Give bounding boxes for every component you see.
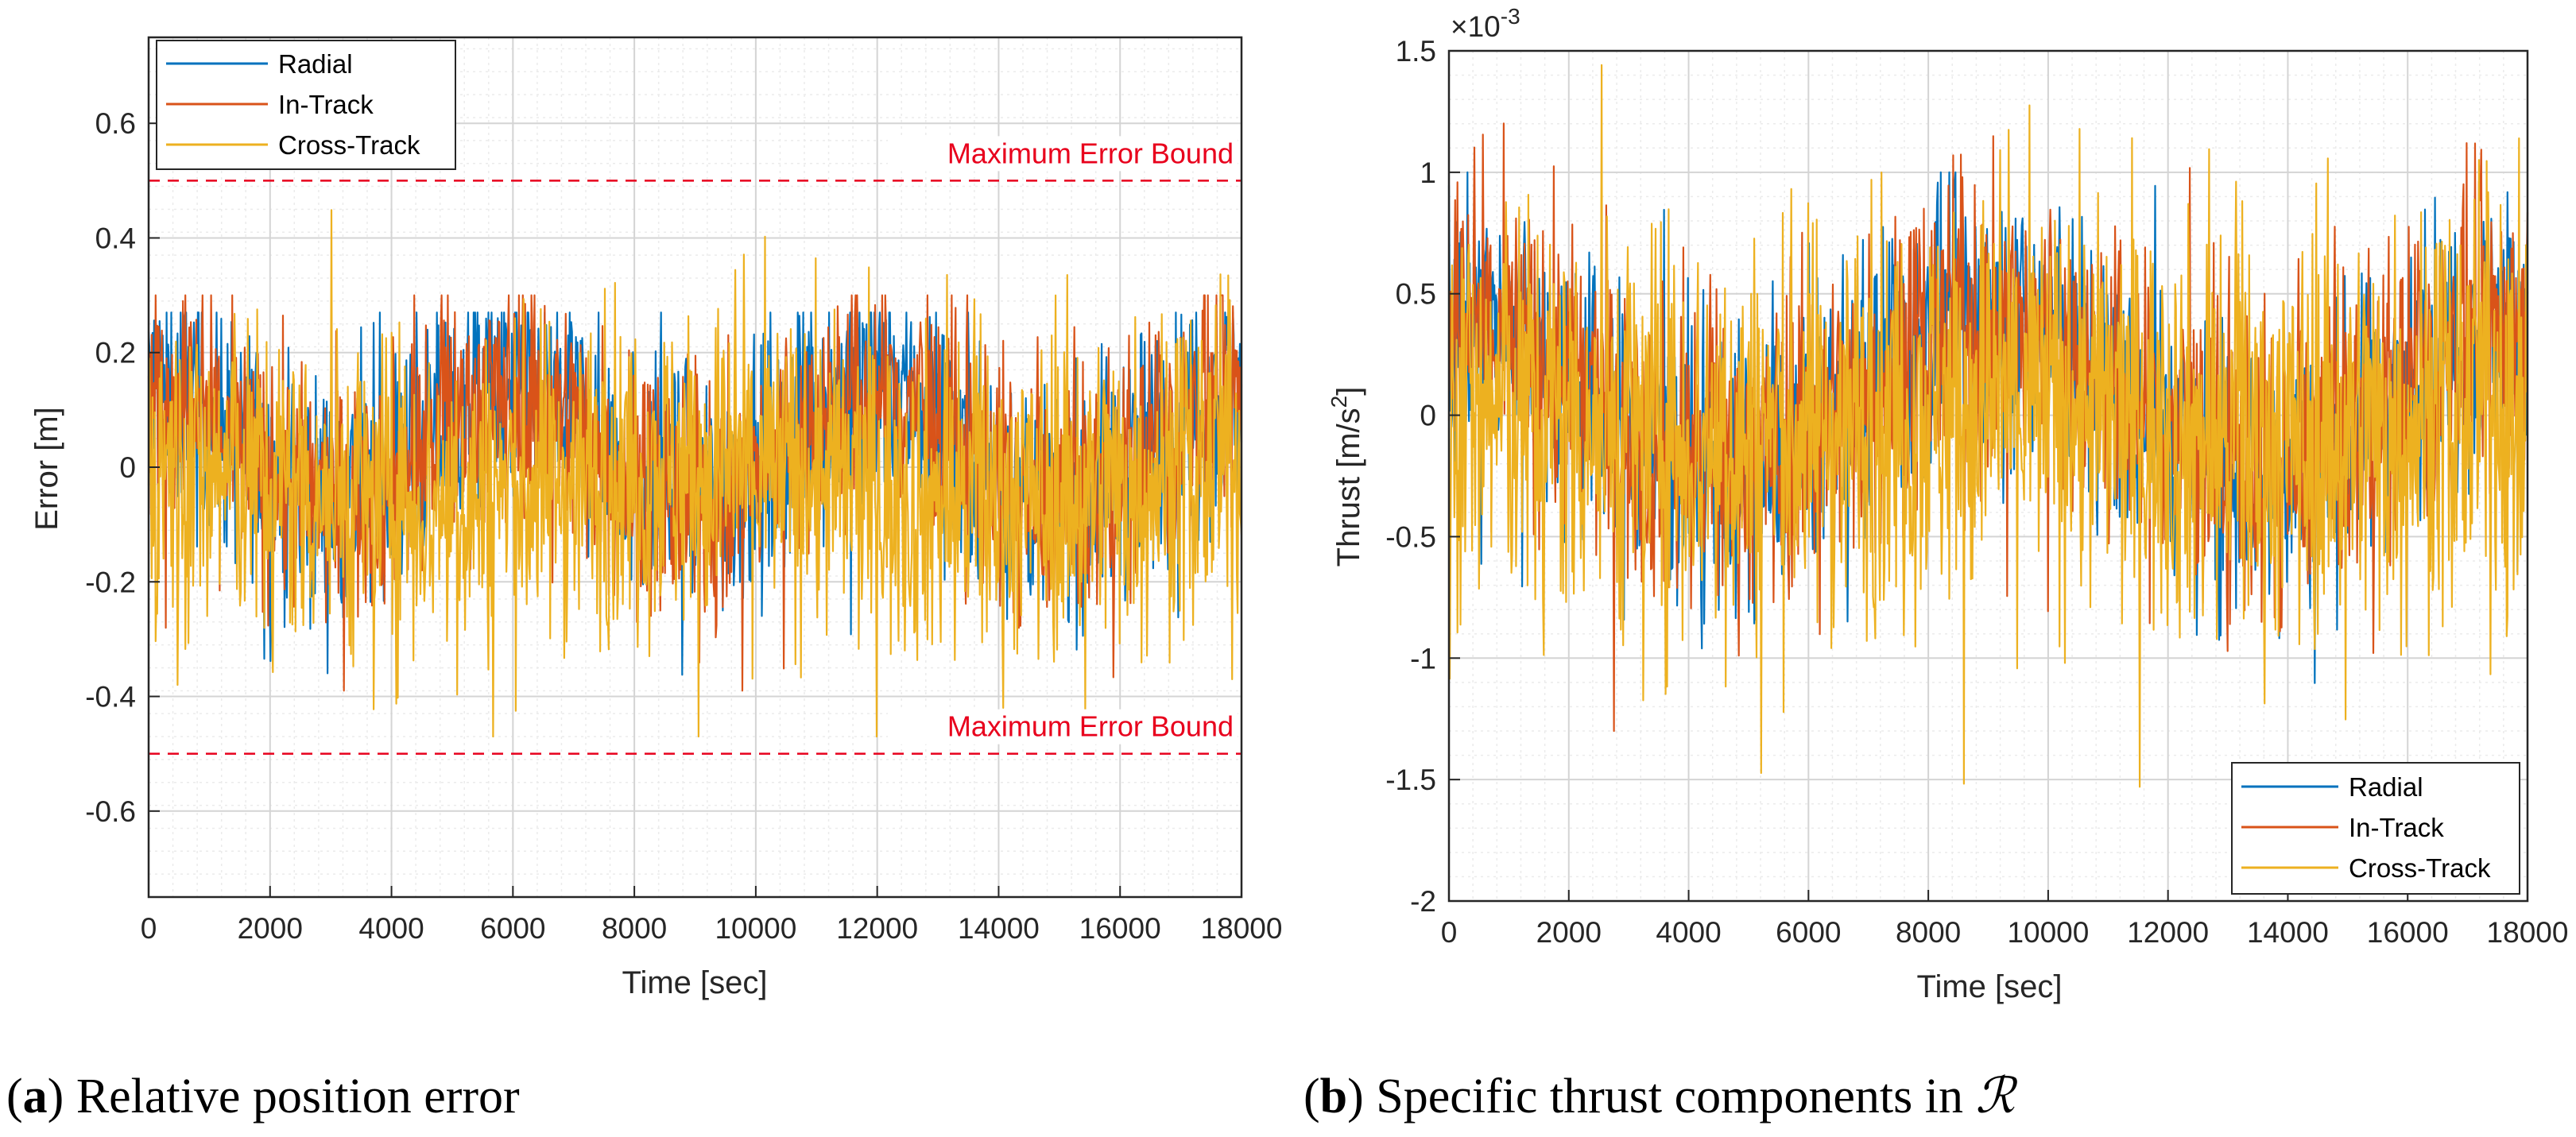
x-tick-label: 6000 xyxy=(1776,916,1841,949)
x-tick-label: 12000 xyxy=(2127,916,2209,949)
panel-a-chart: Maximum Error Bound Maximum Error Bound 0… xyxy=(29,36,1282,1000)
x-tick-label: 16000 xyxy=(2367,916,2449,949)
y-tick-label: 1 xyxy=(1420,157,1436,189)
x-tick-label: 14000 xyxy=(958,912,1040,945)
y-tick-label: -0.4 xyxy=(85,681,136,714)
panel-a-data xyxy=(147,209,1243,738)
max-error-bound-label: Maximum Error Bound xyxy=(947,710,1234,743)
y-tick-label: 0 xyxy=(1420,400,1436,432)
y-tick-label: 0.2 xyxy=(95,337,136,369)
y-tick-label: -1.5 xyxy=(1385,764,1436,796)
x-tick-label: 18000 xyxy=(2487,916,2569,949)
panel-b-axes-box xyxy=(1447,49,2529,903)
x-tick-label: 8000 xyxy=(602,912,667,945)
panel-b-ticks: 0 2000 4000 6000 8000 10000 12000 14000 16000 180… xyxy=(1385,35,2568,949)
y-tick-label: -0.5 xyxy=(1385,520,1436,553)
x-tick-label: 2000 xyxy=(238,912,303,945)
caption-a: (a) Relative position error xyxy=(6,1069,520,1123)
x-tick-label: 0 xyxy=(1441,916,1458,949)
panel-a-ylabel: Error [m] xyxy=(29,407,64,531)
y-tick-label: 0.5 xyxy=(1396,278,1436,311)
legend-a-in-track-label: In-Track xyxy=(278,90,374,119)
x-tick-label: 16000 xyxy=(1079,912,1161,945)
y-tick-label: -1 xyxy=(1410,642,1436,675)
panel-a-ticks: 0 2000 4000 6000 8000 10000 12000 14000 16000 180… xyxy=(85,107,1282,945)
x-tick-label: 10000 xyxy=(715,912,796,945)
y-tick-label: 1.5 xyxy=(1396,35,1436,68)
max-error-bound-label: Maximum Error Bound xyxy=(947,137,1234,169)
x-tick-label: 0 xyxy=(141,912,157,945)
x-tick-label: 2000 xyxy=(1536,916,1602,949)
panel-b-xlabel: Time [sec] xyxy=(1917,969,2063,1004)
legend-a-cross-track-label: Cross-Track xyxy=(278,130,420,160)
y-tick-label: 0.6 xyxy=(95,107,136,140)
x-tick-label: 12000 xyxy=(836,912,918,945)
panel-a-legend: Radial In-Track Cross-Track xyxy=(156,40,456,170)
x-tick-label: 8000 xyxy=(1896,916,1961,949)
y-tick-label: 0.4 xyxy=(95,222,136,254)
panel-a-reference-lines: Maximum Error Bound Maximum Error Bound xyxy=(149,136,1242,755)
y-tick-label: -2 xyxy=(1410,885,1436,918)
x-tick-label: 6000 xyxy=(480,912,545,945)
y-tick-label: 0 xyxy=(119,451,136,484)
y-tick-label: -0.6 xyxy=(85,795,136,828)
legend-a-radial-label: Radial xyxy=(278,49,353,79)
panel-b-legend: Radial In-Track Cross-Track xyxy=(2231,762,2520,895)
y-tick-label: -0.2 xyxy=(85,566,136,598)
bound-label-bg xyxy=(888,136,1238,172)
panel-b-ylabel: Thrust [m/s2] xyxy=(1327,387,1366,567)
x-tick-label: 14000 xyxy=(2247,916,2329,949)
panel-b-exponent: ×10-3 xyxy=(1451,4,1520,43)
series-cross-track-line xyxy=(1447,64,2529,788)
panel-b-chart: 0 2000 4000 6000 8000 10000 12000 14000 16000 180… xyxy=(1327,4,2568,1004)
legend-b-radial-label: Radial xyxy=(2349,772,2423,802)
x-tick-label: 10000 xyxy=(2007,916,2089,949)
series-cross-track-line xyxy=(147,209,1243,738)
bound-label-bg xyxy=(888,709,1238,744)
x-tick-label: 4000 xyxy=(358,912,424,945)
legend-b-cross-track-label: Cross-Track xyxy=(2349,853,2491,883)
x-tick-label: 4000 xyxy=(1656,916,1721,949)
legend-b-in-track-label: In-Track xyxy=(2349,813,2444,842)
panel-b-data xyxy=(1447,64,2529,788)
caption-b: (b) Specific thrust components in ℛ xyxy=(1303,1069,2019,1123)
x-tick-label: 18000 xyxy=(1201,912,1283,945)
panel-a-xlabel: Time [sec] xyxy=(622,965,768,1000)
